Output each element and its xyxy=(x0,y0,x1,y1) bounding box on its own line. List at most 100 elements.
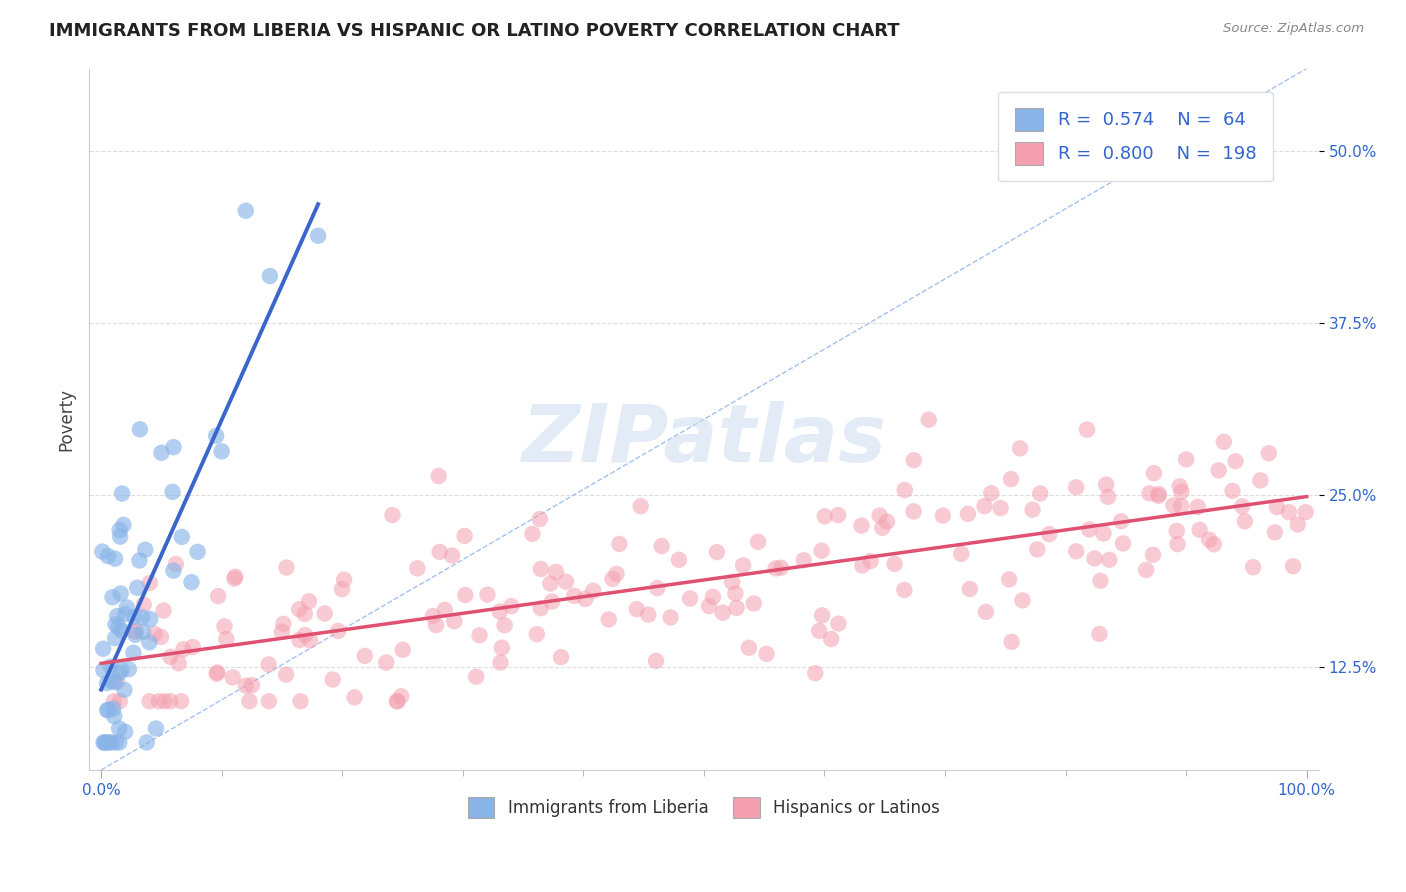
Point xyxy=(91,544,114,558)
Point xyxy=(93,663,115,677)
Point xyxy=(108,735,131,749)
Point xyxy=(172,642,194,657)
Point xyxy=(859,554,882,568)
Point xyxy=(108,722,131,736)
Point xyxy=(522,526,544,541)
Point xyxy=(793,553,815,567)
Point xyxy=(876,515,898,529)
Point xyxy=(769,560,792,574)
Point xyxy=(389,690,412,704)
Point xyxy=(851,558,873,573)
Point xyxy=(1092,526,1115,541)
Point xyxy=(851,518,873,533)
Point xyxy=(488,605,510,619)
Point xyxy=(605,566,627,581)
Point xyxy=(132,624,155,639)
Point xyxy=(170,530,193,544)
Point xyxy=(1147,489,1170,503)
Point xyxy=(103,709,125,723)
Point xyxy=(326,624,349,638)
Point xyxy=(550,650,572,665)
Point xyxy=(1064,544,1087,558)
Point xyxy=(276,667,298,681)
Point xyxy=(110,663,132,677)
Point xyxy=(1000,472,1022,486)
Point xyxy=(529,512,551,526)
Point xyxy=(124,628,146,642)
Point xyxy=(477,588,499,602)
Point xyxy=(214,619,236,633)
Point xyxy=(453,529,475,543)
Point xyxy=(526,627,548,641)
Point xyxy=(990,501,1012,516)
Point xyxy=(489,656,512,670)
Point xyxy=(1187,500,1209,514)
Point xyxy=(276,560,298,574)
Point xyxy=(385,694,408,708)
Point xyxy=(810,543,832,558)
Point xyxy=(538,576,561,591)
Point xyxy=(1038,527,1060,541)
Point xyxy=(894,483,917,497)
Point xyxy=(555,574,578,589)
Text: IMMIGRANTS FROM LIBERIA VS HISPANIC OR LATINO POVERTY CORRELATION CHART: IMMIGRANTS FROM LIBERIA VS HISPANIC OR L… xyxy=(49,22,900,40)
Point xyxy=(630,499,652,513)
Point xyxy=(530,601,553,615)
Point xyxy=(224,570,246,584)
Point xyxy=(167,656,190,670)
Point xyxy=(207,589,229,603)
Point xyxy=(441,549,464,563)
Point xyxy=(1064,480,1087,494)
Point xyxy=(755,647,778,661)
Point xyxy=(501,599,523,614)
Point xyxy=(1257,446,1279,460)
Point xyxy=(124,624,146,639)
Point xyxy=(1175,452,1198,467)
Point xyxy=(1001,635,1024,649)
Point xyxy=(104,631,127,645)
Point xyxy=(808,624,831,638)
Point xyxy=(162,564,184,578)
Point xyxy=(956,507,979,521)
Point xyxy=(122,646,145,660)
Point xyxy=(139,612,162,626)
Point xyxy=(108,666,131,681)
Point xyxy=(288,602,311,616)
Point xyxy=(1264,525,1286,540)
Point xyxy=(433,603,456,617)
Point xyxy=(290,694,312,708)
Point xyxy=(491,640,513,655)
Point xyxy=(97,703,120,717)
Point xyxy=(1202,537,1225,551)
Point xyxy=(1078,523,1101,537)
Point xyxy=(387,694,409,708)
Point xyxy=(422,609,444,624)
Point xyxy=(1088,627,1111,641)
Point xyxy=(544,565,567,579)
Point xyxy=(132,598,155,612)
Point xyxy=(1170,500,1192,514)
Point xyxy=(288,632,311,647)
Point xyxy=(96,676,118,690)
Point xyxy=(100,674,122,689)
Point xyxy=(602,572,624,586)
Point xyxy=(114,607,136,621)
Point xyxy=(104,735,127,749)
Point xyxy=(468,628,491,642)
Point xyxy=(1142,548,1164,562)
Point xyxy=(1098,553,1121,567)
Point xyxy=(235,679,257,693)
Point xyxy=(100,659,122,673)
Point xyxy=(114,724,136,739)
Point xyxy=(257,657,280,672)
Point xyxy=(115,600,138,615)
Point xyxy=(1225,454,1247,468)
Point xyxy=(98,735,121,749)
Point xyxy=(224,572,246,586)
Point xyxy=(1265,500,1288,514)
Point xyxy=(530,562,553,576)
Point xyxy=(974,605,997,619)
Point xyxy=(765,561,787,575)
Point xyxy=(127,581,149,595)
Point xyxy=(725,600,748,615)
